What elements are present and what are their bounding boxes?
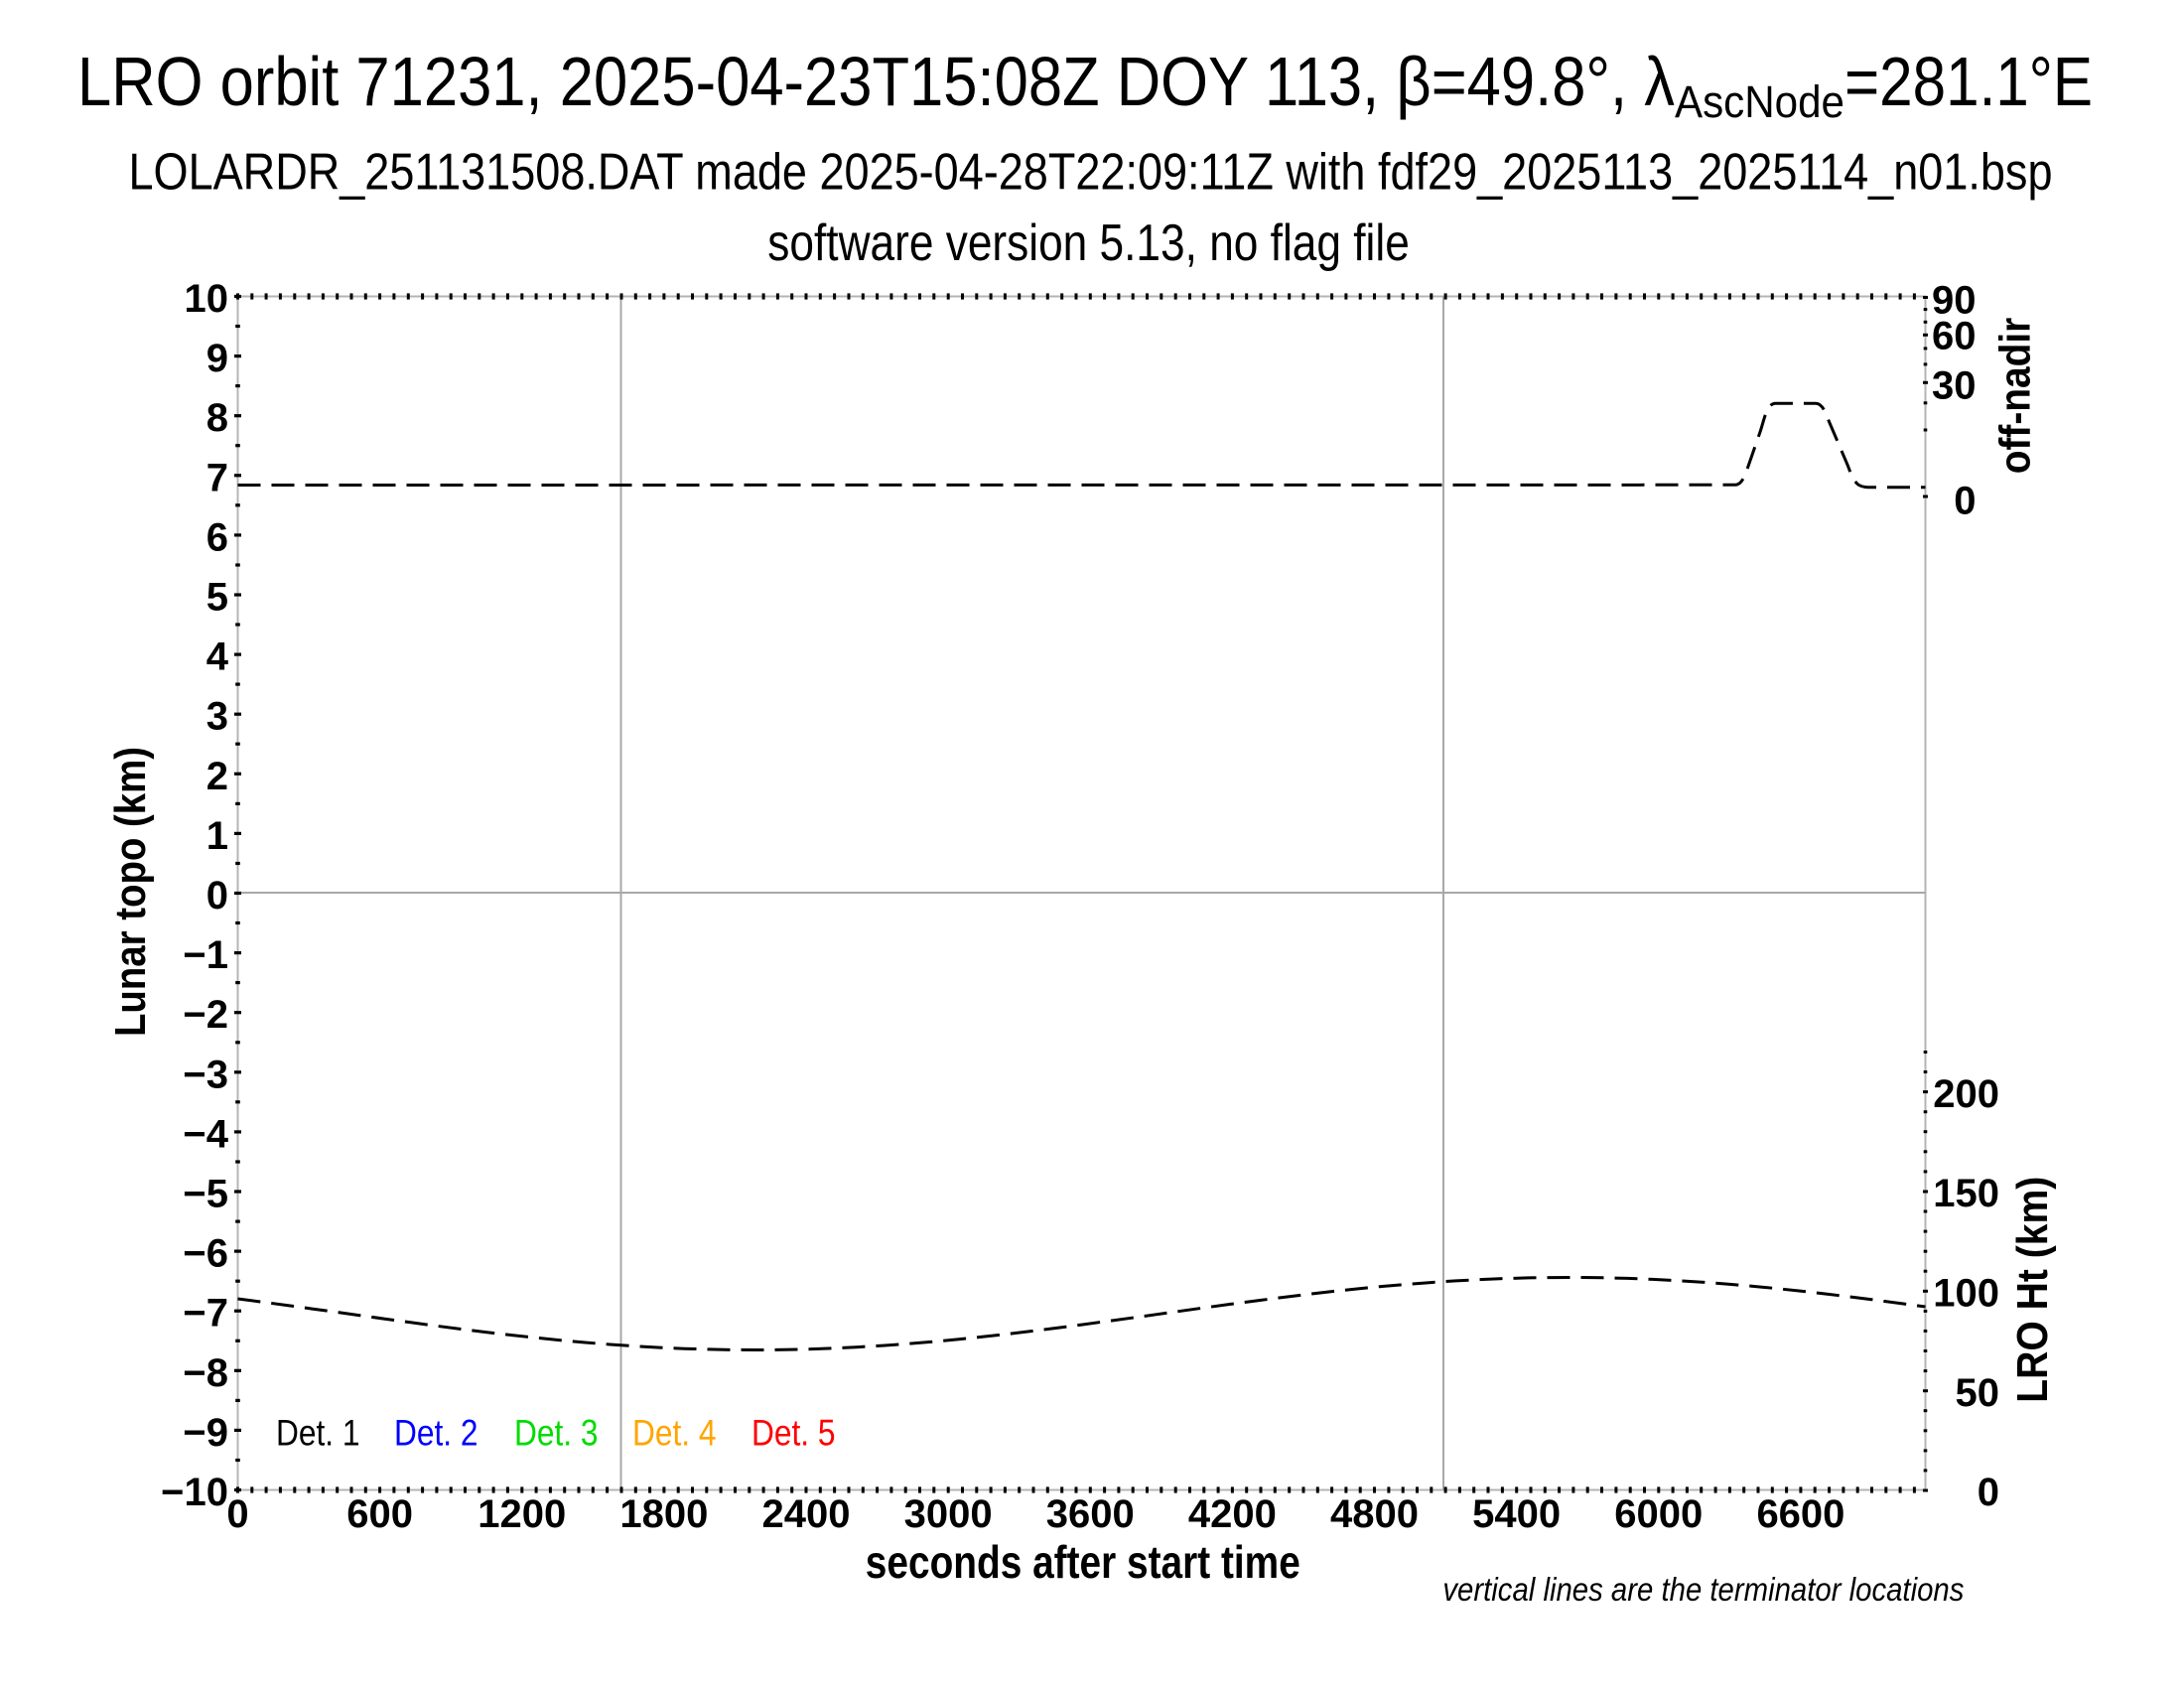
svg-text:0: 0 [206, 874, 228, 917]
svg-text:−2: −2 [183, 993, 228, 1037]
svg-text:−8: −8 [183, 1351, 228, 1395]
svg-text:−10: −10 [161, 1471, 228, 1514]
svg-text:LRO Ht (km): LRO Ht (km) [2008, 1177, 2057, 1403]
svg-text:3: 3 [206, 695, 228, 739]
svg-text:0: 0 [1978, 1471, 1999, 1514]
svg-text:1200: 1200 [478, 1492, 566, 1536]
svg-text:0: 0 [226, 1492, 248, 1536]
svg-text:9: 9 [206, 337, 228, 380]
svg-text:Det. 4: Det. 4 [632, 1413, 717, 1454]
svg-text:Det. 3: Det. 3 [514, 1413, 599, 1454]
svg-text:3600: 3600 [1046, 1492, 1135, 1536]
svg-text:software version 5.13, no flag: software version 5.13, no flag file [767, 214, 1410, 272]
svg-text:−7: −7 [183, 1292, 228, 1336]
svg-text:0: 0 [1954, 480, 1976, 523]
svg-text:Lunar topo (km): Lunar topo (km) [106, 747, 155, 1037]
svg-text:8: 8 [206, 396, 228, 440]
svg-text:−6: −6 [183, 1232, 228, 1276]
svg-text:−5: −5 [183, 1173, 228, 1216]
svg-text:1800: 1800 [619, 1492, 708, 1536]
svg-text:Det. 5: Det. 5 [751, 1413, 836, 1454]
svg-text:2400: 2400 [762, 1492, 851, 1536]
svg-text:4200: 4200 [1188, 1492, 1277, 1536]
svg-text:10: 10 [185, 277, 229, 321]
svg-text:seconds after start time: seconds after start time [866, 1536, 1300, 1588]
svg-text:LOLARDR_251131508.DAT made 202: LOLARDR_251131508.DAT made 2025-04-28T22… [129, 144, 2053, 202]
svg-text:4800: 4800 [1330, 1492, 1419, 1536]
svg-text:6000: 6000 [1614, 1492, 1703, 1536]
svg-text:7: 7 [206, 456, 228, 499]
svg-text:vertical lines are the termina: vertical lines are the terminator locati… [1442, 1571, 1964, 1608]
svg-text:600: 600 [346, 1492, 413, 1536]
svg-text:5: 5 [206, 576, 228, 620]
svg-text:150: 150 [1933, 1172, 1999, 1215]
svg-text:LRO orbit 71231, 2025-04-23T15: LRO orbit 71231, 2025-04-23T15:08Z DOY 1… [77, 43, 2093, 127]
svg-text:off-nadir: off-nadir [1991, 318, 2040, 475]
svg-text:100: 100 [1933, 1272, 1999, 1316]
svg-text:6600: 6600 [1756, 1492, 1844, 1536]
svg-text:30: 30 [1932, 363, 1977, 407]
svg-text:Det. 1: Det. 1 [276, 1413, 360, 1454]
svg-text:3000: 3000 [904, 1492, 993, 1536]
svg-text:50: 50 [1956, 1371, 2000, 1415]
svg-text:200: 200 [1933, 1072, 1999, 1116]
svg-text:−9: −9 [183, 1411, 228, 1455]
svg-text:−1: −1 [183, 933, 228, 977]
svg-text:90: 90 [1932, 278, 1977, 322]
svg-text:4: 4 [206, 635, 229, 679]
svg-text:6: 6 [206, 515, 228, 559]
svg-text:−3: −3 [183, 1053, 228, 1096]
svg-text:1: 1 [206, 814, 228, 858]
svg-text:60: 60 [1932, 315, 1977, 358]
svg-text:−4: −4 [183, 1112, 228, 1156]
svg-text:5400: 5400 [1472, 1492, 1561, 1536]
svg-text:2: 2 [206, 755, 228, 798]
svg-text:Det. 2: Det. 2 [394, 1413, 478, 1454]
